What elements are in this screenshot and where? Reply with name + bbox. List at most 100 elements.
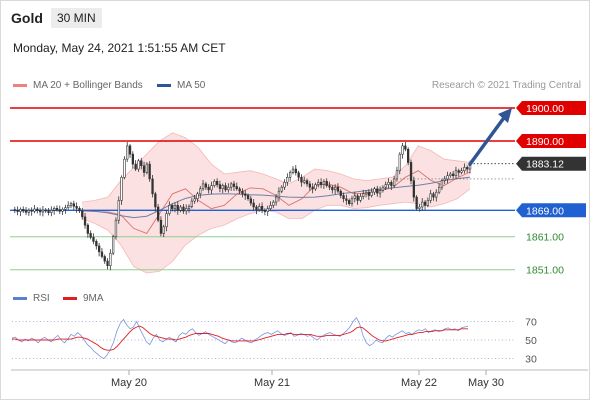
candle-down [339,190,342,196]
candle-up [165,213,168,228]
candle-down [36,208,39,212]
candle [190,198,194,209]
candle-down [159,219,163,234]
candle [387,178,390,189]
candle [362,189,365,200]
candle [466,165,469,173]
candle [418,204,421,212]
x-tick-label: May 22 [401,377,437,389]
candle [75,202,78,213]
candle [440,178,444,191]
chart-datetime: Monday, May 24, 2021 1:51:55 AM CET [13,41,226,55]
candle [216,178,219,188]
candle [120,175,123,205]
candle [238,186,241,194]
candle [426,197,430,208]
candle [288,170,292,182]
candle [30,207,33,216]
candle [249,195,253,206]
candle [241,188,244,198]
candle [109,249,112,271]
candle [201,179,205,191]
candle-up [435,191,438,198]
candle [339,189,342,199]
candle [280,185,283,194]
candle-down [345,198,348,201]
candle-up [112,236,115,254]
candle [435,189,438,202]
candle [103,254,106,264]
candle-down [95,241,98,247]
candle [213,179,216,188]
candle-up [387,182,390,185]
legend-swatch [13,297,27,300]
candle [300,174,303,187]
legend-item-ma50: MA 50 [157,80,205,91]
candle-down [30,210,33,212]
candle [283,179,286,191]
candle-up [446,175,449,180]
candle [142,161,146,177]
candle-up [463,167,466,171]
candle [22,206,25,213]
level-1890.00: 1890.00 [10,134,586,148]
candle [117,196,120,224]
instrument-title: Gold [11,10,43,26]
candle-up [392,178,396,186]
candle-up [61,209,64,212]
candle [89,230,92,240]
candle [454,166,458,180]
candle-up [258,206,261,210]
candle-up [421,201,424,208]
candle-up [398,153,401,171]
candle [227,183,230,193]
candle-up [64,207,67,210]
candle [100,247,104,259]
candle-up [333,186,337,191]
candle [114,217,118,240]
candle [395,166,399,182]
candle [370,188,373,198]
candle-up [173,205,177,209]
candle [353,191,357,203]
candle-up [69,203,73,206]
candle-down [182,206,185,212]
candle [443,175,446,185]
candle [55,205,59,212]
candle [277,187,281,202]
candle [409,159,413,185]
timeframe-badge[interactable]: 30 MIN [51,8,102,28]
candle [61,207,64,215]
candle [404,141,407,152]
candle [98,242,101,257]
legend-item-rsi: RSI [13,293,50,304]
candle-down [216,181,219,185]
candle [244,189,247,200]
candle-down [466,167,469,170]
candle [38,207,42,216]
candle-down [81,210,84,218]
candle [246,193,250,201]
candle-up [426,200,430,206]
candle-down [171,205,174,209]
candle-up [303,180,306,183]
candle [328,181,331,191]
candle [325,178,328,188]
level-label: 1851.00 [526,265,564,277]
candle-up [145,163,149,173]
legend-swatch [13,84,27,87]
candle [137,158,140,172]
candle [106,258,109,270]
candle [162,224,165,238]
candle [415,195,418,211]
candle-down [255,206,258,210]
candle-up [370,191,373,196]
candle-down [207,186,210,191]
candle [41,206,45,217]
candle-down [89,233,92,238]
candle-up [443,178,446,181]
candle-up [283,182,286,188]
candle-up [359,196,362,201]
legend-label: RSI [33,293,50,304]
level-label: 1861.00 [526,232,564,244]
